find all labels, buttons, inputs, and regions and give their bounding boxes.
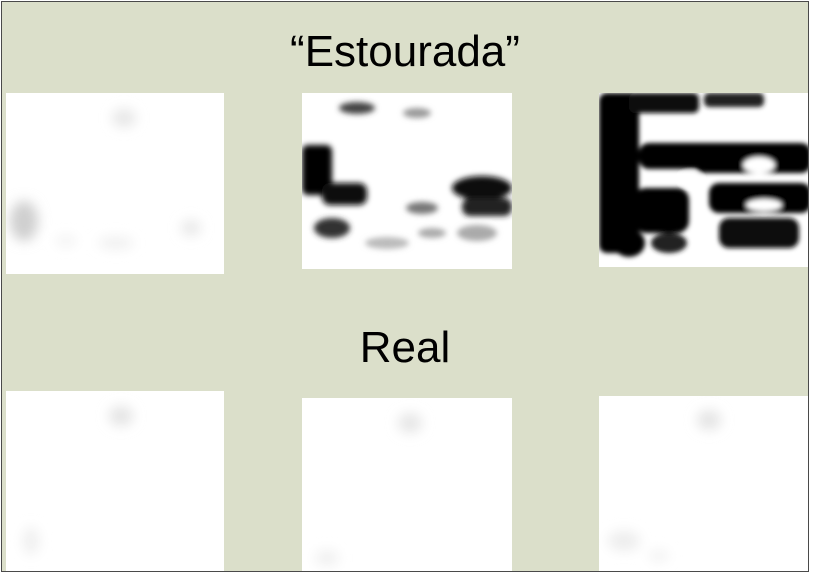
estourada-tile-2 [302,93,512,269]
estourada-tile-1 [6,93,224,274]
estourada-tile-3 [599,93,808,267]
real-tile-2 [302,398,512,571]
real-tile-1 [6,391,224,571]
real-tile-3 [599,396,808,571]
real-label: Real [359,323,451,372]
estourada-label: “Estourada” [290,27,520,76]
